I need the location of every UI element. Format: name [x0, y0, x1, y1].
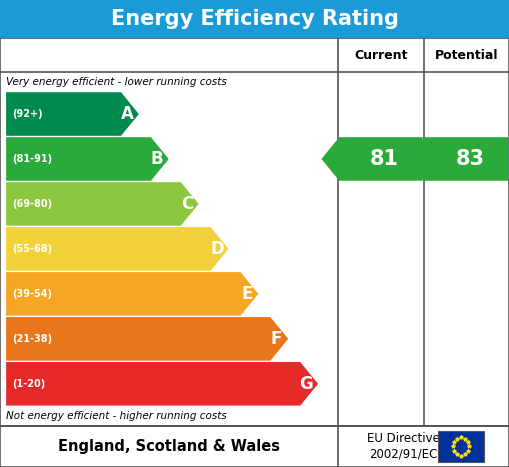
- Text: E: E: [241, 285, 252, 303]
- Text: (69-80): (69-80): [12, 199, 52, 209]
- Polygon shape: [322, 137, 422, 181]
- Text: (21-38): (21-38): [12, 334, 52, 344]
- Polygon shape: [6, 362, 318, 405]
- Bar: [438, 431, 484, 462]
- Text: 81: 81: [370, 149, 399, 169]
- Text: (39-54): (39-54): [12, 289, 52, 299]
- Text: B: B: [151, 150, 163, 168]
- Polygon shape: [407, 137, 508, 181]
- Polygon shape: [6, 227, 229, 271]
- Text: (1-20): (1-20): [12, 379, 45, 389]
- Bar: [0, 0, 509, 38]
- Polygon shape: [6, 92, 139, 136]
- Text: EU Directive
2002/91/EC: EU Directive 2002/91/EC: [366, 432, 439, 460]
- Bar: [0, 38, 509, 426]
- Text: 83: 83: [456, 149, 485, 169]
- Polygon shape: [6, 272, 259, 316]
- Text: (81-91): (81-91): [12, 154, 52, 164]
- Text: Energy Efficiency Rating: Energy Efficiency Rating: [110, 9, 399, 29]
- Polygon shape: [6, 182, 199, 226]
- Text: A: A: [121, 105, 134, 123]
- Text: (55-68): (55-68): [12, 244, 52, 254]
- Text: Very energy efficient - lower running costs: Very energy efficient - lower running co…: [6, 77, 227, 87]
- Text: Not energy efficient - higher running costs: Not energy efficient - higher running co…: [6, 411, 227, 421]
- Text: (92+): (92+): [12, 109, 43, 119]
- Text: G: G: [300, 375, 314, 393]
- Polygon shape: [6, 137, 168, 181]
- Text: C: C: [181, 195, 193, 213]
- Polygon shape: [6, 317, 288, 361]
- Text: Current: Current: [354, 49, 408, 62]
- Bar: [0, 426, 509, 467]
- Text: Potential: Potential: [435, 49, 498, 62]
- Text: F: F: [271, 330, 282, 348]
- Text: England, Scotland & Wales: England, Scotland & Wales: [58, 439, 280, 454]
- Text: D: D: [210, 240, 224, 258]
